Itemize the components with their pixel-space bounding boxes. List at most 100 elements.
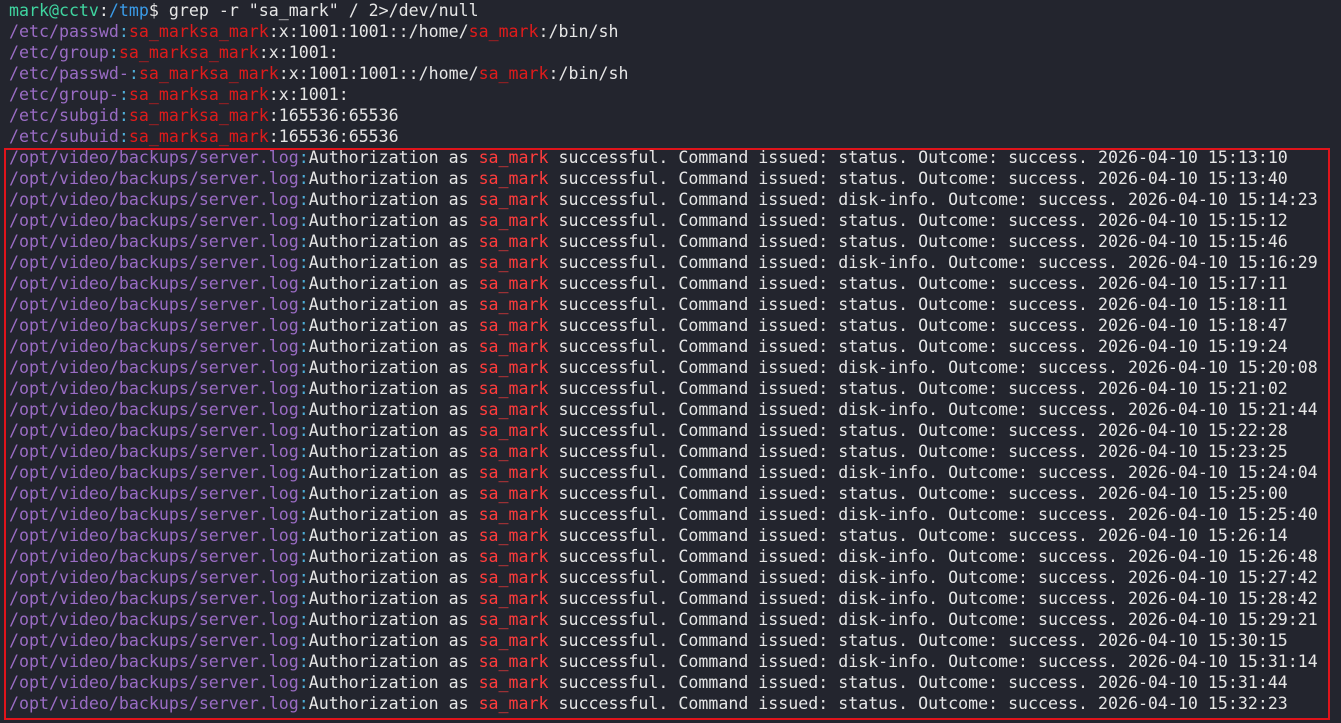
log-text: Authorization as (308, 610, 479, 629)
match-highlight: sa_mark (478, 190, 549, 209)
log-text: successful. Command issued: (548, 295, 839, 314)
match-highlight: sa_mark (478, 316, 549, 335)
file-path: /opt/video/backups/server.log (9, 232, 299, 251)
separator: : (128, 64, 139, 83)
result-line: /etc/group-:sa_marksa_mark:x:1001: (9, 84, 1318, 105)
result-text: :165536:65536 (268, 127, 399, 146)
log-timestamp: 2026-04-10 15:26:14 (1097, 526, 1288, 545)
log-command: disk-info (838, 652, 929, 671)
log-text: successful. Command issued: (548, 673, 839, 692)
log-text: successful. Command issued: (548, 232, 839, 251)
log-text: successful. Command issued: (548, 211, 839, 230)
log-line: /opt/video/backups/server.log:Authorizat… (9, 651, 1318, 672)
log-text: successful. Command issued: (548, 148, 839, 167)
log-text: Authorization as (308, 652, 479, 671)
file-path: /opt/video/backups/server.log (9, 253, 299, 272)
log-text: Authorization as (308, 673, 479, 692)
match-highlight: sa_mark (208, 64, 279, 83)
log-command: status (838, 295, 899, 314)
match-highlight: sa_mark (118, 43, 189, 62)
log-text: . Outcome: success. (898, 211, 1098, 230)
separator: : (298, 274, 309, 293)
separator: : (118, 106, 129, 125)
log-command: disk-info (838, 253, 929, 272)
file-path: /opt/video/backups/server.log (9, 316, 299, 335)
file-path: /opt/video/backups/server.log (9, 505, 299, 524)
separator: : (298, 400, 309, 419)
log-text: successful. Command issued: (548, 253, 839, 272)
log-command: status (838, 316, 899, 335)
command-line: mark@cctv:/tmp$ grep -r "sa_mark" / 2>/d… (9, 0, 1318, 21)
log-line: /opt/video/backups/server.log:Authorizat… (9, 315, 1318, 336)
log-text: . Outcome: success. (928, 589, 1128, 608)
log-text: . Outcome: success. (898, 442, 1098, 461)
match-highlight: sa_mark (478, 379, 549, 398)
result-text: :x:1001:1001::/home/ (268, 22, 469, 41)
log-text: Authorization as (308, 358, 479, 377)
separator: : (298, 253, 309, 272)
separator: : (298, 169, 309, 188)
log-timestamp: 2026-04-10 15:15:46 (1097, 232, 1288, 251)
log-text: successful. Command issued: (548, 274, 839, 293)
prompt-cwd: /tmp (108, 1, 149, 20)
match-highlight: sa_mark (128, 85, 199, 104)
file-path: /opt/video/backups/server.log (9, 547, 299, 566)
match-highlight: sa_mark (478, 421, 549, 440)
log-text: Authorization as (308, 694, 479, 713)
file-path: /opt/video/backups/server.log (9, 589, 299, 608)
log-line: /opt/video/backups/server.log:Authorizat… (9, 630, 1318, 651)
log-line: /opt/video/backups/server.log:Authorizat… (9, 231, 1318, 252)
separator: : (298, 505, 309, 524)
match-highlight: sa_mark (478, 232, 549, 251)
log-timestamp: 2026-04-10 15:18:47 (1097, 316, 1288, 335)
log-timestamp: 2026-04-10 15:31:14 (1127, 652, 1318, 671)
match-highlight: sa_mark (198, 127, 269, 146)
log-line: /opt/video/backups/server.log:Authorizat… (9, 504, 1318, 525)
file-path: /opt/video/backups/server.log (9, 400, 299, 419)
log-text: successful. Command issued: (548, 484, 839, 503)
match-highlight: sa_mark (468, 22, 539, 41)
file-path: /opt/video/backups/server.log (9, 421, 299, 440)
result-text: :x:1001: (268, 85, 349, 104)
match-highlight: sa_mark (478, 337, 549, 356)
log-timestamp: 2026-04-10 15:19:24 (1097, 337, 1288, 356)
match-highlight: sa_mark (478, 610, 549, 629)
separator: : (298, 526, 309, 545)
log-text: Authorization as (308, 505, 479, 524)
log-line: /opt/video/backups/server.log:Authorizat… (9, 357, 1318, 378)
log-text: . Outcome: success. (898, 337, 1098, 356)
prompt-colon: : (98, 1, 109, 20)
file-path: /opt/video/backups/server.log (9, 652, 299, 671)
log-text: . Outcome: success. (928, 505, 1128, 524)
log-line: /opt/video/backups/server.log:Authorizat… (9, 147, 1318, 168)
log-text: Authorization as (308, 442, 479, 461)
log-text: . Outcome: success. (928, 400, 1128, 419)
separator: : (118, 127, 129, 146)
result-line: /etc/subuid:sa_marksa_mark:165536:65536 (9, 126, 1318, 147)
match-highlight: sa_mark (198, 106, 269, 125)
file-path: /opt/video/backups/server.log (9, 358, 299, 377)
log-timestamp: 2026-04-10 15:21:44 (1127, 400, 1318, 419)
match-highlight: sa_mark (478, 631, 549, 650)
log-text: Authorization as (308, 274, 479, 293)
log-command: disk-info (838, 463, 929, 482)
separator: : (118, 22, 129, 41)
log-text: successful. Command issued: (548, 358, 839, 377)
log-text: Authorization as (308, 589, 479, 608)
separator: : (298, 484, 309, 503)
log-text: Authorization as (308, 148, 479, 167)
file-path: /opt/video/backups/server.log (9, 568, 299, 587)
log-text: . Outcome: success. (898, 295, 1098, 314)
log-text: Authorization as (308, 526, 479, 545)
result-line: /etc/passwd:sa_marksa_mark:x:1001:1001::… (9, 21, 1318, 42)
log-command: status (838, 694, 899, 713)
file-path: /opt/video/backups/server.log (9, 631, 299, 650)
file-path: /opt/video/backups/server.log (9, 442, 299, 461)
log-text: Authorization as (308, 631, 479, 650)
separator: : (298, 610, 309, 629)
file-path: /opt/video/backups/server.log (9, 148, 299, 167)
match-highlight: sa_mark (478, 274, 549, 293)
log-text: Authorization as (308, 316, 479, 335)
separator: : (298, 589, 309, 608)
separator: : (298, 694, 309, 713)
